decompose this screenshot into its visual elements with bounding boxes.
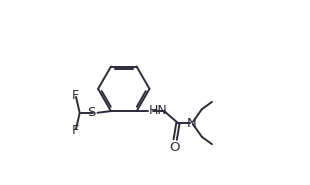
- Text: F: F: [72, 124, 79, 137]
- Text: O: O: [169, 141, 179, 154]
- Text: S: S: [87, 106, 95, 120]
- Text: F: F: [72, 89, 79, 102]
- Text: N: N: [187, 117, 197, 130]
- Text: HN: HN: [149, 104, 168, 117]
